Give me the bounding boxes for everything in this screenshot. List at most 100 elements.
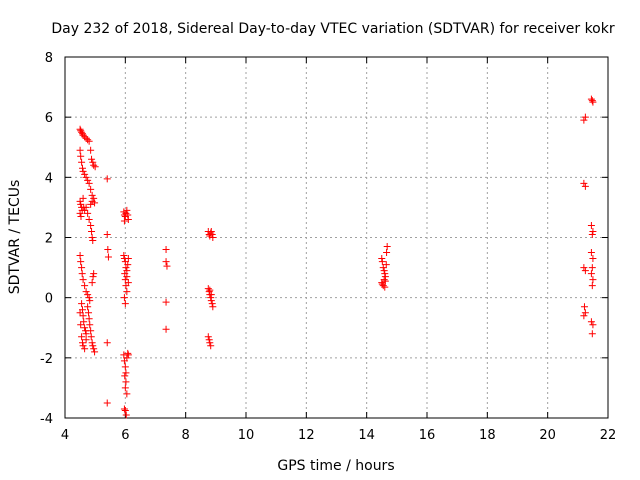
data-point <box>82 336 90 344</box>
data-point <box>77 212 85 220</box>
data-point <box>104 246 112 254</box>
data-point <box>81 282 89 290</box>
data-point <box>82 203 90 211</box>
data-point <box>85 179 93 187</box>
y-tick-label: 0 <box>45 292 53 307</box>
data-point <box>87 200 95 208</box>
data-point <box>82 173 90 181</box>
data-point <box>77 200 85 208</box>
data-point <box>84 209 92 217</box>
data-point <box>77 258 85 266</box>
data-point <box>588 97 596 105</box>
data-point <box>89 158 97 166</box>
data-point <box>162 258 170 266</box>
data-point <box>85 215 93 223</box>
data-point <box>84 176 92 184</box>
data-point <box>379 264 387 272</box>
data-point <box>581 182 589 190</box>
data-point <box>89 237 97 245</box>
data-point <box>580 312 588 320</box>
data-point <box>87 327 95 335</box>
data-point <box>163 262 171 270</box>
data-point <box>91 199 99 207</box>
data-point <box>79 167 87 175</box>
data-point <box>84 136 92 144</box>
data-point <box>580 303 588 311</box>
data-point <box>79 131 87 139</box>
data-point <box>124 255 132 263</box>
data-point <box>76 197 84 205</box>
data-point <box>208 230 216 238</box>
data-point <box>162 246 170 254</box>
data-point <box>587 221 595 229</box>
data-point <box>120 294 128 302</box>
data-point <box>589 255 597 263</box>
data-point <box>120 252 128 260</box>
data-point <box>207 342 215 350</box>
data-point <box>378 255 386 263</box>
data-point <box>88 339 96 347</box>
x-tick-label: 10 <box>238 428 255 443</box>
data-point <box>87 185 95 193</box>
data-point <box>82 134 90 142</box>
data-point <box>581 309 589 317</box>
y-tick-label: -4 <box>40 412 53 427</box>
x-tick-label: 22 <box>600 428 617 443</box>
data-point <box>382 261 390 269</box>
data-point <box>123 390 131 398</box>
data-point <box>76 125 84 133</box>
x-tick-label: 6 <box>121 428 129 443</box>
data-point <box>121 363 129 371</box>
data-point <box>91 348 99 356</box>
data-point <box>81 133 89 141</box>
data-point <box>205 336 213 344</box>
data-point <box>79 276 87 284</box>
data-point <box>122 264 130 272</box>
data-point <box>120 217 128 225</box>
data-point <box>123 354 131 362</box>
data-point <box>121 372 129 380</box>
data-point <box>81 324 89 332</box>
data-point <box>378 258 386 266</box>
data-point <box>581 113 589 121</box>
data-point <box>89 273 97 281</box>
data-point <box>207 294 215 302</box>
data-point <box>124 211 132 219</box>
x-tick-label: 14 <box>358 428 375 443</box>
data-point <box>121 406 129 414</box>
data-point <box>78 333 86 341</box>
data-point <box>587 95 595 103</box>
data-point <box>85 137 93 145</box>
data-point <box>589 276 597 284</box>
data-point <box>587 249 595 257</box>
data-point <box>209 234 217 241</box>
data-point <box>378 280 386 288</box>
data-point <box>124 215 132 223</box>
data-point <box>121 384 129 392</box>
data-point <box>383 249 391 257</box>
data-point <box>78 158 86 166</box>
data-point <box>88 227 96 235</box>
data-point <box>121 276 129 284</box>
data-point <box>103 399 111 407</box>
data-point <box>85 315 93 323</box>
data-point <box>123 206 131 214</box>
data-point <box>79 342 87 350</box>
data-point <box>78 270 86 278</box>
data-point <box>207 291 215 299</box>
data-point <box>207 229 215 237</box>
data-point <box>77 127 85 135</box>
data-point <box>82 288 90 296</box>
data-point <box>124 279 132 287</box>
data-point <box>90 194 98 202</box>
x-tick-label: 16 <box>419 428 436 443</box>
data-point <box>204 333 212 341</box>
y-tick-label: 8 <box>45 51 53 66</box>
data-point <box>78 339 86 347</box>
data-point <box>207 227 215 235</box>
data-point <box>122 369 130 377</box>
data-point <box>381 270 389 278</box>
data-point <box>587 270 595 278</box>
data-point <box>587 318 595 326</box>
